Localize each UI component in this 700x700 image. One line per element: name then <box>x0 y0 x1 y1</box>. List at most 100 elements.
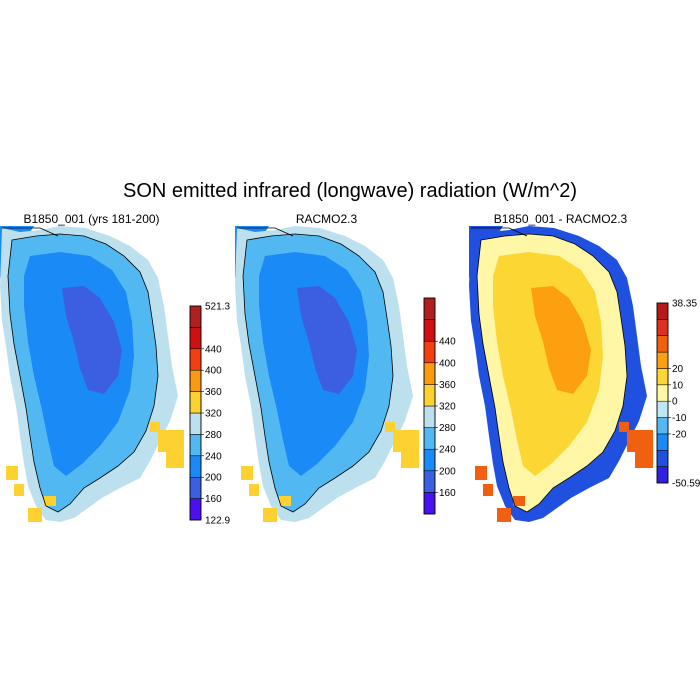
colorbar-tick-label-0: 160 <box>439 488 456 499</box>
interior-region <box>493 252 603 476</box>
coastal-cell-2 <box>385 422 395 432</box>
panel-title-racmo: RACMO2.3 <box>295 212 358 226</box>
coastal-cell-6 <box>279 496 291 506</box>
colorbar-tick-label-3: 10 <box>672 380 684 391</box>
coastal-cell-6 <box>513 496 525 506</box>
colorbar-tick-label-6: 400 <box>205 366 222 377</box>
colorbar-max-label: 38.35 <box>672 299 697 310</box>
colorbar-tick-label-2: 0 <box>672 397 678 408</box>
colorbar-bin-5 <box>189 391 202 414</box>
north-coast-line <box>237 227 294 237</box>
colorbar-bin-4 <box>656 400 669 418</box>
colorbar-tick-label-4: 20 <box>672 364 684 375</box>
colorbar-tick-label-0: -20 <box>672 429 687 440</box>
interior-core-region <box>297 286 357 394</box>
coastal-cell-4 <box>249 484 259 496</box>
colorbar-tick-label-3: 280 <box>439 423 456 434</box>
coastal-cell-0 <box>627 430 653 452</box>
coastal-cell-1 <box>166 450 184 468</box>
coastal-cell-3 <box>6 466 18 480</box>
colorbar-bin-7 <box>423 340 436 364</box>
colorbar-tick-label-6: 400 <box>439 358 456 369</box>
colorbar-bin-8 <box>189 327 202 350</box>
coastal-cell-5 <box>497 508 511 522</box>
coastal-cell-5 <box>263 508 277 522</box>
colorbar-tick-label-1: -10 <box>672 413 687 424</box>
coastline-contour <box>476 233 628 513</box>
colorbar-tick-label-5: 360 <box>439 380 456 391</box>
colorbar-diff: -20 -10 0 10 20 38.35 -50.59 <box>656 299 700 490</box>
north-coast-line <box>471 227 528 237</box>
colorbar-model: 160 200 240 280 320 360 400 440 521.3 122.9 <box>189 302 230 527</box>
colorbar-tick-label-4: 320 <box>205 409 222 420</box>
interior-core-region <box>62 286 122 394</box>
coastline-contour <box>242 233 394 513</box>
coastal-cell-5 <box>28 508 42 522</box>
panel-title-model: B1850_001 (yrs 181-200) <box>23 212 160 226</box>
colorbar-bin-2 <box>423 448 436 472</box>
colorbar-bin-7 <box>189 348 202 371</box>
colorbar-bin-7 <box>656 351 669 369</box>
colorbar-bin-0 <box>656 466 669 484</box>
colorbar-tick-label-0: 160 <box>205 494 222 505</box>
colorbar-bin-8 <box>656 335 669 353</box>
colorbar-bin-4 <box>189 412 202 435</box>
colorbar-tick-label-3: 280 <box>205 430 222 441</box>
colorbar-bin-1 <box>189 476 202 499</box>
coastal-cell-6 <box>44 496 56 506</box>
colorbar-tick-label-5: 360 <box>205 387 222 398</box>
coastal-cell-4 <box>483 484 493 496</box>
coastal-cell-1 <box>635 450 653 468</box>
coastal-cell-3 <box>475 466 487 480</box>
coastal-cell-3 <box>241 466 253 480</box>
colorbar-tick-label-7: 440 <box>205 344 222 355</box>
colorbar-bin-10 <box>656 302 669 320</box>
north-coast-line <box>2 227 59 237</box>
colorbar-bin-6 <box>423 362 436 385</box>
colorbar-bin-6 <box>189 369 202 392</box>
colorbar-bin-2 <box>656 433 669 451</box>
colorbar-bin-3 <box>656 417 669 435</box>
colorbar-bin-3 <box>423 427 436 450</box>
colorbar-min-label: -50.59 <box>672 479 700 490</box>
coastal-cell-1 <box>401 450 419 468</box>
figure-title: SON emitted infrared (longwave) radiatio… <box>123 180 577 202</box>
interior-core-region <box>531 286 591 394</box>
colorbar-bin-1 <box>656 450 669 467</box>
colorbar-bin-4 <box>423 405 436 428</box>
coastal-cell-4 <box>14 484 24 496</box>
colorbar-racmo: 160 200 240 280 320 360 400 440 <box>423 297 456 515</box>
colorbar-bin-9 <box>423 297 436 320</box>
colorbar-bin-8 <box>423 319 436 342</box>
colorbar-bin-9 <box>656 319 669 336</box>
colorbar-max-label: 521.3 <box>205 302 230 313</box>
colorbar-bin-9 <box>189 305 202 328</box>
colorbar-min-label: 122.9 <box>205 516 230 527</box>
map-panel-racmo <box>235 226 419 522</box>
colorbar-tick-label-4: 320 <box>439 402 456 413</box>
colorbar-tick-label-7: 440 <box>439 337 456 348</box>
coastal-cell-0 <box>393 430 419 452</box>
colorbar-bin-5 <box>656 384 669 402</box>
colorbar-bin-0 <box>189 498 202 521</box>
map-panel-diff <box>469 226 653 522</box>
interior-region <box>259 252 369 476</box>
coastal-cell-2 <box>619 422 629 432</box>
colorbar-bin-5 <box>423 384 436 407</box>
colorbar-bin-6 <box>656 368 669 386</box>
colorbar-tick-label-2: 240 <box>205 451 222 462</box>
panel-title-diff: B1850_001 - RACMO2.3 <box>493 212 628 226</box>
map-panel-model <box>0 226 184 522</box>
colorbar-tick-label-2: 240 <box>439 445 456 456</box>
interior-region <box>24 252 134 476</box>
colorbar-bin-2 <box>189 455 202 478</box>
colorbar-bin-1 <box>423 470 436 493</box>
colorbar-bin-0 <box>423 492 436 515</box>
colorbar-tick-label-1: 200 <box>439 466 456 477</box>
coastline-contour <box>7 233 159 513</box>
colorbar-tick-label-1: 200 <box>205 473 222 484</box>
colorbar-frame <box>656 302 669 484</box>
coastal-cell-2 <box>150 422 160 432</box>
colorbar-bin-3 <box>189 434 202 457</box>
coastal-cell-0 <box>158 430 184 452</box>
